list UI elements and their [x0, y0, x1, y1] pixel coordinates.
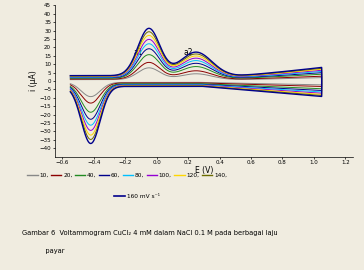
Text: a2: a2 [183, 48, 193, 57]
Text: Gambar 6  Voltammogram CuCl₂ 4 mM dalam NaCl 0.1 M pada berbagai laju: Gambar 6 Voltammogram CuCl₂ 4 mM dalam N… [22, 230, 277, 235]
X-axis label: E (V): E (V) [195, 167, 213, 176]
Legend: 160 mV s⁻¹: 160 mV s⁻¹ [112, 192, 162, 202]
Text: a1: a1 [133, 48, 143, 57]
Legend: 10,, 20,, 40,, 60,, 80,, 100,, 120,, 140,: 10,, 20,, 40,, 60,, 80,, 100,, 120,, 140… [25, 170, 229, 180]
Y-axis label: i (μA): i (μA) [29, 71, 38, 91]
Text: payar: payar [22, 248, 64, 254]
